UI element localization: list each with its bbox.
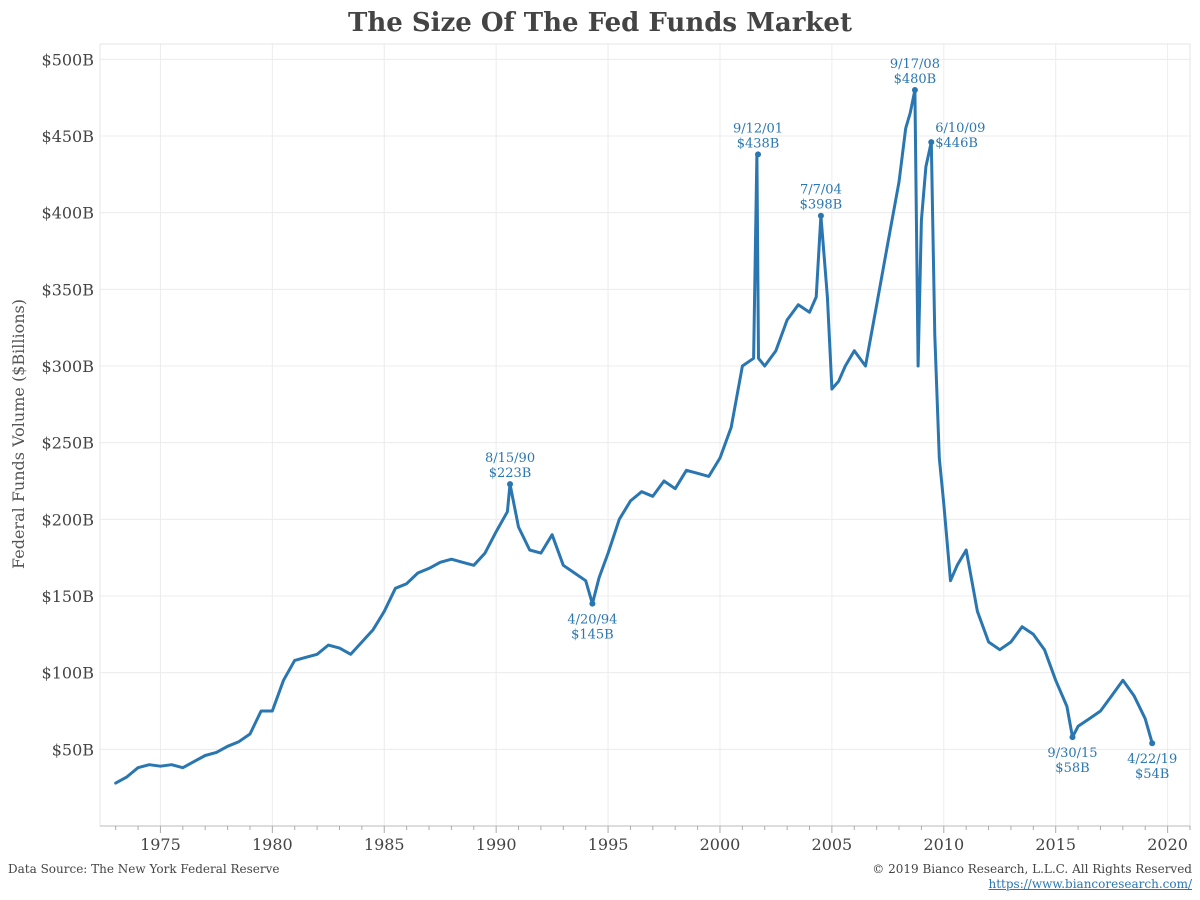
x-tick-label: 2005 [812, 835, 853, 854]
annotation-date: 9/30/15 [1047, 746, 1097, 761]
annotation-value: $398B [800, 198, 843, 213]
annotation: 8/15/90$223B [485, 451, 535, 488]
annotation-marker [507, 481, 514, 488]
grid-lines [100, 44, 1190, 826]
annotation-marker [817, 212, 824, 219]
x-tick-label: 1990 [476, 835, 517, 854]
annotation-date: 9/17/08 [890, 57, 940, 72]
x-tick-label: 2010 [923, 835, 964, 854]
annotation-value: $223B [489, 466, 532, 481]
annotation-date: 9/12/01 [733, 121, 783, 136]
y-tick-label: $150B [42, 587, 94, 606]
annotation: 4/20/94$145B [567, 600, 617, 643]
y-tick-label: $200B [42, 510, 94, 529]
annotation-marker [1149, 740, 1156, 747]
x-tick-label: 1980 [252, 835, 293, 854]
data-source-note: Data Source: The New York Federal Reserv… [8, 862, 280, 876]
y-tick-label: $300B [42, 357, 94, 376]
chart-title: The Size Of The Fed Funds Market [348, 8, 852, 38]
y-axis-tick-labels: $50B $100B $150B $200B $250B $300B $350B $400B $… [42, 50, 94, 759]
x-tick-label: 1995 [588, 835, 629, 854]
x-tick-label: 2000 [700, 835, 741, 854]
annotation: 9/30/15$58B [1047, 734, 1098, 776]
y-tick-label: $100B [42, 664, 94, 683]
y-tick-label: $250B [42, 434, 94, 453]
y-tick-label: $400B [42, 204, 94, 223]
annotation-value: $58B [1055, 761, 1089, 776]
annotation: 7/7/04$398B [800, 183, 843, 219]
x-tick-label: 1985 [364, 835, 405, 854]
x-tick-label: 1975 [140, 835, 181, 854]
annotation-date: 8/15/90 [485, 451, 535, 466]
y-axis-title: Federal Funds Volume ($Billions) [9, 299, 28, 569]
annotation-value: $54B [1135, 767, 1169, 782]
annotation: 9/17/08$480B [890, 57, 940, 93]
annotation-date: 7/7/04 [800, 183, 842, 198]
annotation-marker [1069, 734, 1076, 741]
y-tick-label: $450B [42, 127, 94, 146]
y-tick-label: $350B [42, 280, 94, 299]
annotation: 4/22/19$54B [1127, 740, 1177, 782]
plot-frame [99, 43, 1191, 827]
annotation-value: $446B [935, 136, 978, 151]
annotation-value: $480B [894, 72, 937, 87]
annotation-marker [911, 87, 918, 93]
annotation-marker [755, 151, 762, 158]
y-tick-label: $50B [52, 740, 94, 759]
annotation-date: 6/10/09 [935, 121, 985, 136]
x-tick-label: 2015 [1035, 835, 1076, 854]
copyright-block: © 2019 Bianco Research, L.L.C. All Right… [872, 862, 1192, 892]
annotation-date: 4/22/19 [1127, 752, 1177, 767]
website-link[interactable]: https://www.biancoresearch.com/ [988, 877, 1192, 891]
copyright-text: © 2019 Bianco Research, L.L.C. All Right… [872, 862, 1192, 876]
annotation-value: $438B [737, 136, 780, 151]
axes [99, 43, 1191, 833]
annotation-date: 4/20/94 [567, 613, 617, 628]
x-axis-tick-labels: 1975 1980 1985 1990 1995 2000 2005 2010 2015 2020 [140, 835, 1188, 854]
annotation-marker [589, 600, 596, 607]
x-tick-label: 2020 [1147, 835, 1188, 854]
fed-funds-volume-line [114, 88, 1154, 785]
annotation: 9/12/01$438B [733, 121, 783, 158]
annotation: 6/10/09$446B [928, 121, 985, 151]
annotation-value: $145B [571, 628, 614, 643]
annotations: 8/15/90$223B 4/20/94$145B 9/12/01$438B 7/7/… [485, 57, 1177, 782]
annotation-marker [928, 139, 935, 146]
y-tick-label: $500B [42, 50, 94, 69]
